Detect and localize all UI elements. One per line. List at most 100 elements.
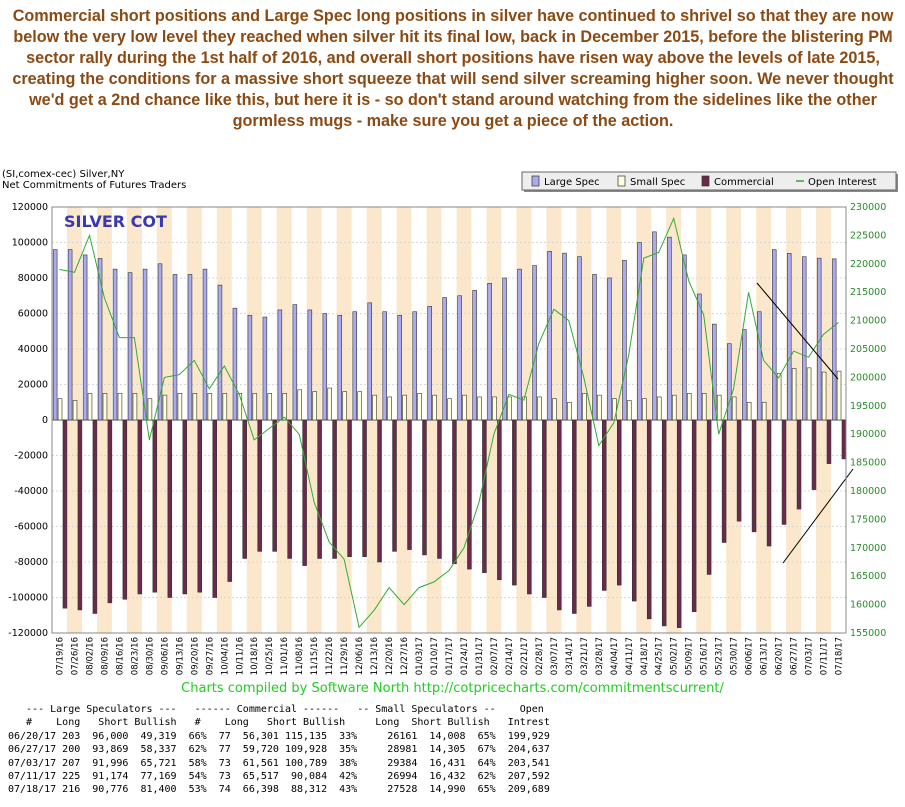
- right-axis-tick-label: 160000: [850, 600, 886, 611]
- commercial-bar: [721, 419, 727, 543]
- x-axis-tick-label: 08/23/16: [130, 637, 140, 675]
- commercial-bar: [811, 419, 817, 490]
- x-axis-tick-label: 10/25/16: [265, 637, 275, 675]
- large-spec-bar: [831, 258, 837, 421]
- legend-label: Large Spec: [544, 177, 600, 188]
- large-spec-bar: [652, 231, 657, 421]
- small-spec-bar: [402, 394, 407, 421]
- commercial-bar: [347, 419, 352, 557]
- large-spec-bar: [727, 343, 732, 421]
- commercial-bar: [557, 419, 562, 611]
- commercial-bar: [841, 419, 847, 460]
- legend-swatch-large-spec: [531, 175, 540, 187]
- commercial-bar: [736, 419, 742, 522]
- x-axis-tick-label: 02/21/17: [520, 637, 530, 675]
- table-row: 06/27/17 200 93,869 58,337 62% 77 59,720…: [8, 744, 550, 756]
- large-spec-bar: [517, 268, 522, 421]
- commercial-bar: [437, 419, 442, 559]
- x-axis-tick-label: 03/21/17: [580, 637, 590, 675]
- x-axis-tick-label: 12/13/16: [370, 637, 380, 675]
- x-axis-tick-label: 02/28/17: [535, 637, 545, 675]
- small-spec-bar: [432, 394, 437, 421]
- left-axis-tick-label: 100000: [12, 238, 48, 249]
- x-axis-tick-label: 07/19/16: [55, 637, 65, 675]
- small-spec-bar: [597, 394, 602, 421]
- x-axis-tick-label: 07/18/17: [835, 637, 845, 675]
- x-axis-tick-label: 05/16/17: [700, 637, 710, 675]
- small-spec-bar: [72, 400, 78, 421]
- large-spec-bar: [637, 242, 642, 421]
- small-spec-bar: [522, 396, 527, 421]
- legend-swatch-commercial: [701, 175, 710, 187]
- commercial-bar: [182, 419, 188, 595]
- small-spec-bar: [836, 370, 842, 421]
- large-spec-bar: [712, 323, 717, 421]
- x-axis-tick-label: 11/29/16: [340, 637, 350, 675]
- small-spec-bar: [761, 401, 767, 421]
- large-spec-bar: [442, 297, 447, 421]
- small-spec-bar: [701, 393, 707, 421]
- small-spec-bar: [102, 393, 108, 421]
- right-axis-tick-label: 190000: [850, 429, 886, 440]
- x-axis-tick-label: 10/11/16: [235, 637, 245, 675]
- right-axis-tick-label: 170000: [850, 543, 886, 554]
- x-axis-tick-label: 04/11/17: [625, 637, 635, 675]
- large-spec-bar: [592, 274, 597, 421]
- small-spec-bar: [267, 393, 273, 421]
- commercial-bar: [257, 419, 262, 552]
- x-axis-tick-label: 09/27/16: [205, 637, 215, 675]
- large-spec-bar: [771, 249, 777, 421]
- cot-chart: -120000 -100000 -80000 -60000 -40000 -20000 0 2…: [0, 165, 905, 685]
- small-spec-bar: [716, 394, 722, 421]
- commercial-bar: [452, 419, 457, 565]
- large-spec-bar: [742, 329, 747, 421]
- commercial-bar: [62, 419, 68, 609]
- small-spec-bar: [357, 391, 362, 421]
- right-axis-tick-label: 195000: [850, 401, 886, 412]
- x-axis-tick-label: 05/02/17: [670, 637, 680, 675]
- x-axis-tick-label: 04/18/17: [640, 637, 650, 675]
- large-spec-bar: [577, 256, 582, 421]
- large-spec-bar: [277, 309, 283, 421]
- left-axis-tick-label: 60000: [18, 309, 48, 320]
- commercial-bar: [197, 419, 203, 593]
- downtrend-annotation-line: [756, 282, 839, 380]
- small-spec-bar: [117, 393, 123, 421]
- small-spec-bar: [192, 393, 198, 421]
- large-spec-bar: [757, 311, 762, 421]
- x-axis-tick-label: 06/13/17: [760, 637, 770, 675]
- large-spec-bar: [697, 293, 702, 421]
- x-axis-tick-label: 07/11/17: [820, 637, 830, 675]
- large-spec-bar: [457, 295, 462, 421]
- commercial-bar: [602, 419, 607, 591]
- large-spec-bar: [52, 249, 58, 421]
- table-row: 07/18/17 216 90,776 81,400 53% 74 66,398…: [8, 784, 550, 796]
- large-spec-bar: [667, 236, 672, 421]
- x-axis-tick-label: 11/22/16: [325, 637, 335, 675]
- chart-subtitle: Net Commitments of Futures Traders: [2, 180, 186, 191]
- small-spec-bar: [462, 394, 467, 421]
- commercial-bar: [272, 419, 277, 552]
- commercial-bar: [152, 419, 158, 593]
- commercial-bar: [422, 419, 427, 556]
- large-spec-bar: [607, 277, 612, 421]
- large-spec-bar: [816, 257, 822, 421]
- open-interest-line: [59, 216, 839, 629]
- right-axis-tick-label: 165000: [850, 571, 886, 582]
- large-spec-bar: [622, 259, 627, 421]
- commercial-bar: [467, 419, 472, 570]
- large-spec-bar: [337, 314, 343, 421]
- commercial-bar: [122, 419, 128, 600]
- right-axis-tick-label: 215000: [850, 287, 886, 298]
- small-spec-bar: [207, 393, 213, 421]
- small-spec-bar: [627, 400, 632, 421]
- small-spec-bar: [776, 373, 782, 421]
- chart-title: (SI,comex-cec) Silver,NY: [2, 169, 125, 180]
- small-spec-bar: [507, 396, 512, 421]
- small-spec-bar: [642, 398, 647, 421]
- large-spec-bar: [397, 314, 402, 421]
- commercial-bar: [661, 419, 667, 627]
- right-axis-tick-label: 180000: [850, 486, 886, 497]
- commercial-bar: [332, 419, 337, 559]
- large-spec-bar: [217, 284, 223, 421]
